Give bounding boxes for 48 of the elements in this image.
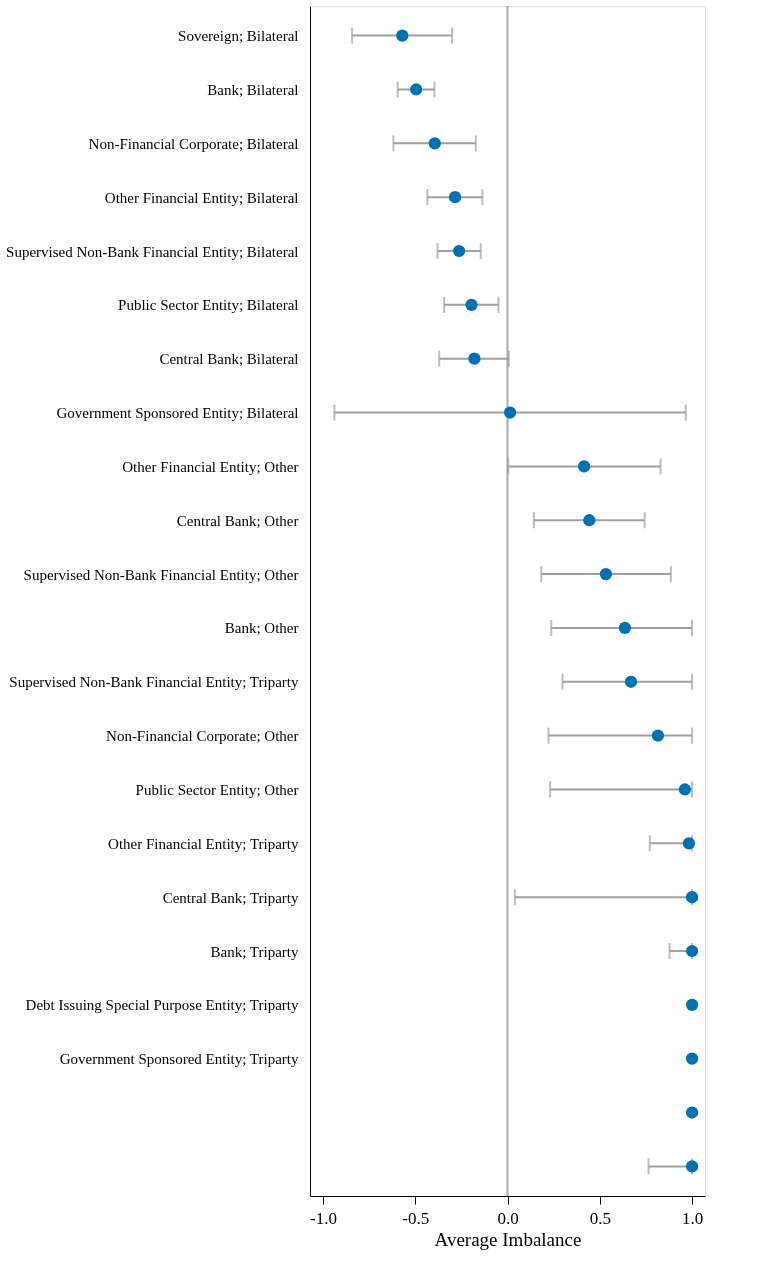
y-tick-label: Bank; Other <box>224 620 299 637</box>
point <box>453 244 466 258</box>
y-tick-label: Government Sponsored Entity; Triparty <box>59 1051 299 1068</box>
y-tick-label: Other Financial Entity; Other <box>122 458 299 475</box>
x-tick-label: 0.5 <box>589 1208 611 1228</box>
point <box>651 729 665 742</box>
y-tick-label: Supervised Non-Bank Financial Entity; Bilateral <box>6 243 299 260</box>
y-tick-label: Public Sector Entity; Bilateral <box>118 297 299 314</box>
point <box>396 29 409 42</box>
point <box>448 191 462 204</box>
point <box>465 298 478 311</box>
point <box>599 567 612 581</box>
point <box>428 137 441 150</box>
x-tick-label: 1.0 <box>681 1208 704 1228</box>
point <box>685 1160 699 1173</box>
point <box>682 837 696 850</box>
point <box>685 1052 699 1065</box>
y-tick-label: Other Financial Entity; Bilateral <box>104 189 299 206</box>
point <box>685 1106 699 1119</box>
y-tick-label: Bank; Triparty <box>210 943 299 960</box>
x-axis-title: Average Imbalance <box>434 1228 582 1250</box>
y-tick-label: Central Bank; Other <box>176 512 299 529</box>
point <box>468 352 481 365</box>
point <box>410 83 423 96</box>
y-tick-label: Debt Issuing Special Purpose Entity; Triparty <box>25 997 299 1014</box>
point <box>618 621 632 635</box>
point <box>503 406 517 419</box>
y-tick-label: Public Sector Entity; Other <box>135 781 299 798</box>
y-tick-label: Other Financial Entity; Triparty <box>108 835 299 852</box>
point <box>685 944 699 958</box>
y-tick-label: Central Bank; Triparty <box>162 889 299 906</box>
y-tick-label: Non-Financial Corporate; Bilateral <box>88 135 299 152</box>
x-tick-label: -0.5 <box>402 1208 430 1228</box>
x-tick-label: -1.0 <box>309 1208 337 1228</box>
point <box>624 675 638 688</box>
y-tick-label: Supervised Non-Bank Financial Entity; Other <box>23 566 299 583</box>
y-tick-label: Supervised Non-Bank Financial Entity; Triparty <box>9 674 299 691</box>
point <box>685 891 699 904</box>
y-tick-label: Sovereign; Bilateral <box>178 28 299 45</box>
y-tick-label: Non-Financial Corporate; Other <box>106 728 299 745</box>
y-tick-label: Bank; Bilateral <box>207 81 299 98</box>
x-tick-label: 0.0 <box>497 1208 519 1228</box>
point <box>583 514 596 527</box>
y-tick-label: Government Sponsored Entity; Bilateral <box>56 405 299 422</box>
point <box>678 783 691 796</box>
y-tick-label: Central Bank; Bilateral <box>159 351 299 368</box>
point <box>577 460 591 473</box>
point <box>685 998 699 1011</box>
